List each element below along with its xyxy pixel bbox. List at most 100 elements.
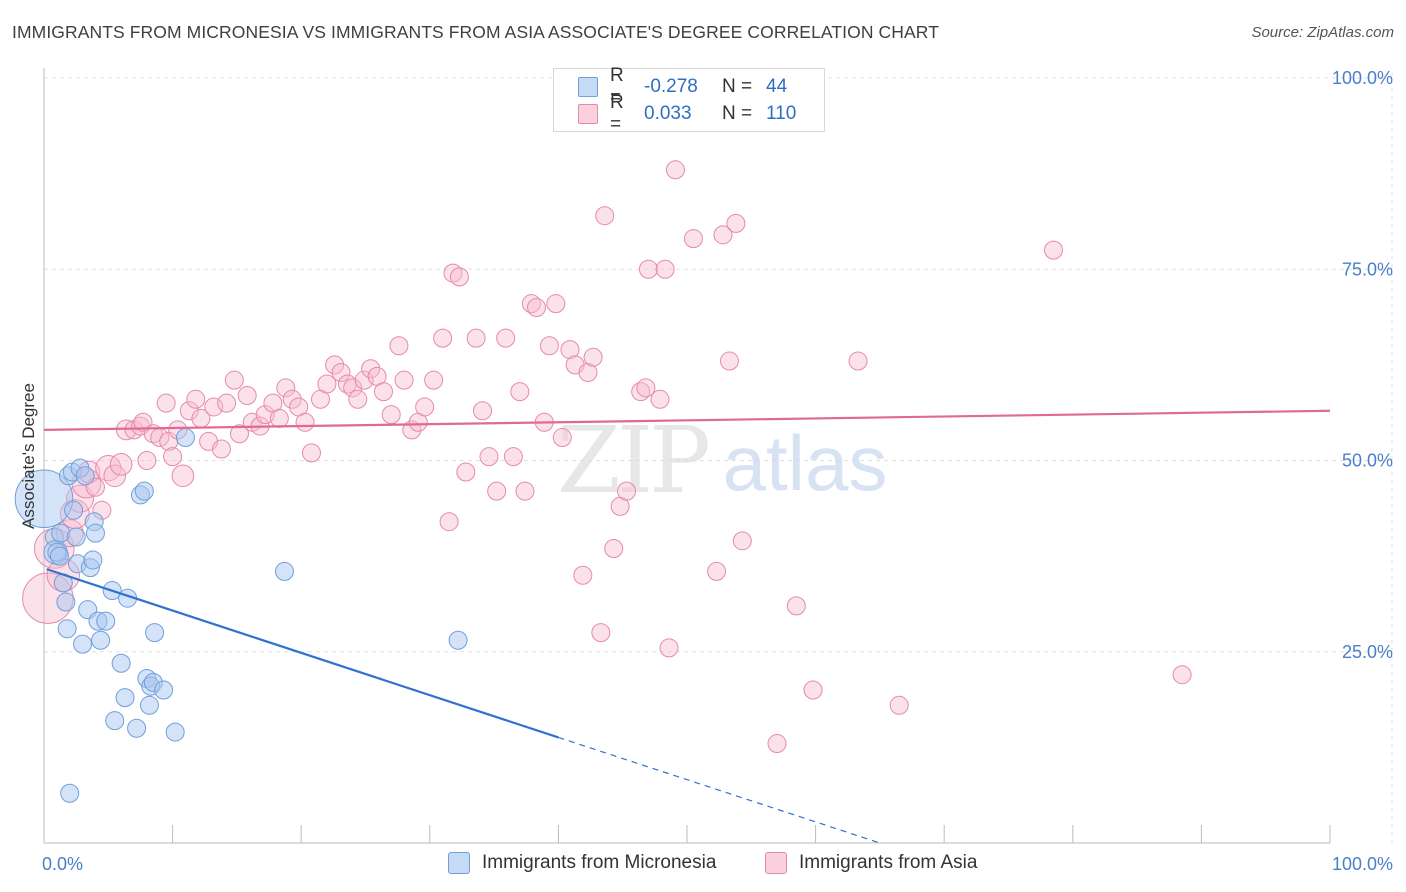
point-asia [573, 565, 593, 585]
point-asia [348, 389, 368, 409]
point-asia [354, 370, 374, 390]
point-asia [109, 453, 133, 476]
point-asia [156, 393, 176, 413]
point-asia [636, 378, 656, 398]
trend-line-micronesia [46, 568, 559, 739]
trend-line-micronesia-extrapolated [558, 736, 881, 844]
point-asia [325, 355, 345, 375]
series-micronesia-points [14, 428, 468, 803]
point-asia [591, 623, 611, 643]
point-asia [95, 455, 122, 482]
point-asia [726, 213, 746, 233]
point-asia [295, 412, 315, 432]
correlation-legend: R = -0.278 N = 44 R = 0.033 N = 110 [553, 65, 825, 135]
point-micronesia [165, 722, 185, 742]
point-micronesia [85, 523, 105, 543]
point-micronesia [49, 546, 69, 566]
legend-n-label: N = [722, 76, 753, 97]
point-asia [604, 538, 624, 558]
series-legend-micronesia: Immigrants from Micronesia [448, 852, 716, 874]
legend-swatch-asia [578, 104, 598, 124]
series-legend-asia: Immigrants from Asia [765, 852, 977, 874]
point-asia [331, 363, 351, 383]
point-asia [282, 389, 302, 409]
point-micronesia [154, 680, 174, 700]
point-asia [503, 447, 523, 467]
trend-line-asia [43, 409, 1331, 431]
point-asia [224, 370, 244, 390]
point-asia [515, 481, 535, 501]
point-asia [732, 531, 752, 551]
point-asia [713, 225, 733, 245]
source-credit: Source: ZipAtlas.com [1251, 24, 1394, 41]
point-micronesia [145, 623, 165, 643]
watermark-atlas: atlas [723, 419, 888, 507]
point-asia [786, 596, 806, 616]
series-legend-swatch-asia [765, 852, 787, 874]
legend-r-value: 0.033 [644, 103, 692, 124]
point-asia [381, 405, 401, 425]
point-asia [394, 370, 414, 390]
legend-n-value: 110 [766, 103, 797, 124]
y-axis-label: Associate's Degree [19, 383, 38, 529]
point-asia [479, 447, 499, 467]
point-micronesia [57, 619, 77, 639]
point-asia [163, 447, 183, 467]
y-tick-label: 75.0% [1342, 259, 1393, 279]
point-micronesia [139, 695, 159, 715]
point-asia [276, 378, 296, 398]
point-micronesia [115, 688, 135, 708]
point-asia [496, 328, 516, 348]
point-asia [546, 294, 566, 314]
point-asia [560, 340, 580, 360]
y-tick-label: 50.0% [1342, 451, 1393, 471]
legend-r-label: R = [610, 65, 624, 108]
point-asia [317, 374, 337, 394]
legend-row-asia: R = 0.033 N = 110 [578, 92, 797, 135]
point-asia [439, 512, 459, 532]
point-micronesia [83, 550, 103, 570]
point-asia [848, 351, 868, 371]
point-asia [583, 347, 603, 367]
point-asia [521, 294, 541, 314]
point-micronesia [64, 500, 84, 520]
point-asia [389, 336, 409, 356]
point-asia [650, 389, 670, 409]
y-tick-label: 100.0% [1332, 68, 1393, 88]
point-asia [103, 464, 127, 488]
point-asia [638, 259, 658, 279]
point-asia [889, 695, 909, 715]
trend-lines [43, 409, 1331, 844]
point-asia [539, 336, 559, 356]
point-asia [449, 267, 469, 287]
legend-n-value: 44 [766, 76, 788, 97]
x-tick-label-min: 0.0% [42, 854, 83, 874]
point-asia [719, 351, 739, 371]
point-asia [466, 328, 486, 348]
point-asia [595, 206, 615, 226]
point-asia [237, 385, 257, 405]
point-micronesia [175, 428, 195, 448]
point-micronesia [66, 527, 86, 547]
point-asia [473, 401, 493, 421]
point-asia [137, 451, 157, 470]
legend-r-value: -0.278 [644, 76, 698, 97]
chart-title: IMMIGRANTS FROM MICRONESIA VS IMMIGRANTS… [12, 22, 940, 42]
point-asia [683, 229, 703, 249]
series-legend-label-asia: Immigrants from Asia [799, 852, 978, 873]
series-legend-label-micronesia: Immigrants from Micronesia [482, 852, 717, 873]
point-asia [510, 382, 530, 402]
point-asia [269, 408, 289, 428]
point-asia [487, 481, 507, 501]
point-asia [255, 405, 275, 425]
point-asia [229, 424, 249, 444]
point-asia [374, 382, 394, 402]
point-asia [415, 397, 435, 417]
point-micronesia [127, 718, 147, 738]
point-micronesia [111, 653, 131, 673]
point-micronesia [105, 711, 125, 731]
point-asia [665, 160, 685, 180]
point-asia [456, 462, 476, 482]
point-micronesia [14, 469, 74, 529]
